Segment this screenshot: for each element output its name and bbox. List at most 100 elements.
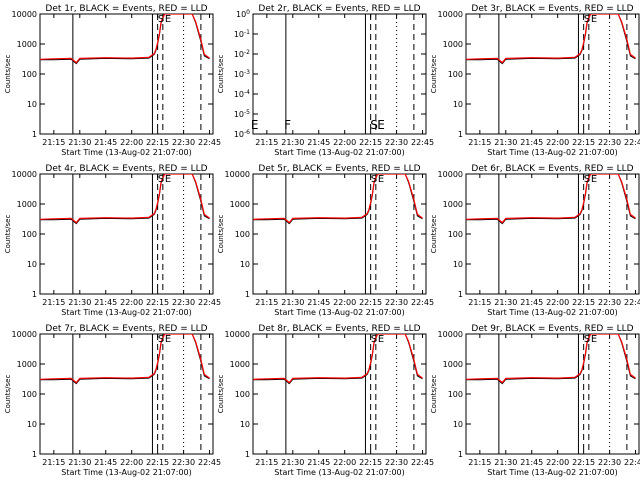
y-tick-label: 10	[240, 420, 250, 429]
x-tick-label: 21:30	[281, 298, 304, 307]
x-tick-label: 22:15	[572, 298, 595, 307]
x-axis-label: Start Time (13-Aug-02 21:07:00)	[487, 308, 618, 317]
marker-label-s: S	[584, 334, 590, 345]
x-axis-label: Start Time (13-Aug-02 21:07:00)	[274, 148, 405, 157]
y-tick-label: 10000	[12, 10, 37, 19]
x-tick-label: 21:30	[494, 458, 517, 467]
x-tick-label: 21:15	[42, 138, 65, 147]
x-tick-label: 22:15	[146, 138, 169, 147]
marker-label-s: S	[584, 14, 590, 25]
x-tick-label: 22:00	[546, 138, 569, 147]
y-tick-label: 10	[240, 260, 250, 269]
x-tick-label: 22:30	[385, 138, 408, 147]
x-tick-label: 21:30	[494, 298, 517, 307]
series-lld-line	[466, 14, 636, 64]
y-tick-label: 10	[27, 260, 37, 269]
panel-title: Det 2r, BLACK = Events, RED = LLD	[258, 4, 420, 14]
x-tick-label: 22:15	[359, 458, 382, 467]
x-tick-label: 22:00	[546, 298, 569, 307]
panel-title: Det 8r, BLACK = Events, RED = LLD	[258, 324, 420, 334]
y-tick-label: 10-1	[234, 29, 250, 39]
y-tick-label: 100	[236, 9, 250, 19]
y-tick-label: 1000	[17, 360, 37, 369]
y-tick-label: 1	[458, 130, 463, 139]
plot-frame	[252, 333, 427, 455]
x-tick-label: 22:00	[333, 458, 356, 467]
x-tick-label: 21:15	[42, 298, 65, 307]
x-axis-label: Start Time (13-Aug-02 21:07:00)	[487, 468, 618, 477]
y-tick-label: 10000	[438, 10, 463, 19]
marker-label-e: E	[377, 118, 385, 132]
y-tick-label: 100	[235, 390, 250, 399]
plot-frame	[39, 13, 214, 135]
marker-label-s: S	[371, 334, 377, 345]
x-tick-label: 22:45	[624, 458, 640, 467]
series-lld-line	[466, 334, 636, 384]
y-tick-label: 100	[448, 70, 463, 79]
panel-title: Det 6r, BLACK = Events, RED = LLD	[471, 164, 633, 174]
series-lld-line	[40, 14, 210, 64]
y-tick-label: 100	[448, 390, 463, 399]
x-tick-label: 22:30	[385, 458, 408, 467]
x-tick-label: 21:30	[68, 138, 91, 147]
x-tick-label: 22:30	[172, 458, 195, 467]
x-axis-label: Start Time (13-Aug-02 21:07:00)	[487, 148, 618, 157]
y-tick-label: 1000	[17, 40, 37, 49]
x-tick-label: 22:45	[411, 458, 434, 467]
x-tick-label: 22:15	[572, 458, 595, 467]
marker-label-e: E	[165, 174, 171, 185]
x-tick-label: 22:15	[572, 138, 595, 147]
y-tick-label: 10000	[438, 330, 463, 339]
y-tick-label: 10-4	[234, 89, 250, 99]
x-tick-label: 21:15	[468, 138, 491, 147]
y-tick-label: 1	[458, 450, 463, 459]
marker-label-s: S	[158, 334, 164, 345]
series-lld-line	[40, 334, 210, 384]
series-lld-line	[40, 174, 210, 224]
plot-frame	[252, 173, 427, 295]
y-tick-label: 1000	[17, 200, 37, 209]
x-tick-label: 21:45	[520, 298, 543, 307]
x-tick-label: 22:00	[120, 458, 143, 467]
x-tick-label: 21:15	[468, 458, 491, 467]
y-tick-label: 10-6	[234, 129, 250, 139]
x-tick-label: 22:15	[146, 298, 169, 307]
y-tick-label: 100	[448, 230, 463, 239]
marker-label-e: E	[591, 14, 597, 25]
x-tick-label: 22:00	[120, 298, 143, 307]
x-tick-label: 22:00	[546, 458, 569, 467]
y-tick-label: 10-3	[234, 69, 250, 79]
plot-frame	[252, 13, 427, 135]
y-tick-label: 10000	[12, 170, 37, 179]
x-axis-label: Start Time (13-Aug-02 21:07:00)	[274, 468, 405, 477]
y-tick-label: 10	[453, 420, 463, 429]
series-lld-line	[253, 334, 423, 384]
y-tick-label: 10000	[225, 330, 250, 339]
x-tick-label: 22:15	[359, 298, 382, 307]
marker-label-s: S	[158, 14, 164, 25]
marker-label-s: S	[584, 174, 590, 185]
y-tick-label: 1	[245, 290, 250, 299]
series-lld-line	[466, 174, 636, 224]
marker-label-e: E	[591, 334, 597, 345]
x-tick-label: 21:30	[68, 298, 91, 307]
y-tick-label: 10	[453, 100, 463, 109]
marker-label-e: E	[378, 334, 384, 345]
plot-frame	[39, 173, 214, 295]
y-tick-label: 10-2	[234, 49, 250, 59]
marker-label-e: E	[591, 174, 597, 185]
y-axis-label: Counts/sec	[430, 55, 438, 94]
x-tick-label: 21:45	[520, 458, 543, 467]
marker-label-f: F	[284, 118, 291, 132]
y-axis-label: Counts/sec	[4, 215, 12, 254]
x-tick-label: 22:45	[198, 298, 221, 307]
